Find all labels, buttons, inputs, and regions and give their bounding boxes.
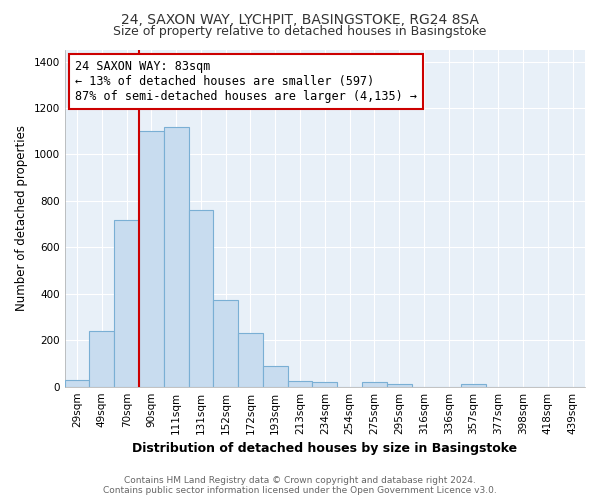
- Bar: [362, 382, 387, 386]
- Bar: [287, 381, 313, 386]
- Bar: [114, 220, 139, 386]
- Bar: [313, 382, 337, 386]
- X-axis label: Distribution of detached houses by size in Basingstoke: Distribution of detached houses by size …: [132, 442, 517, 455]
- Bar: [164, 126, 188, 386]
- Bar: [214, 300, 238, 386]
- Text: Size of property relative to detached houses in Basingstoke: Size of property relative to detached ho…: [113, 25, 487, 38]
- Bar: [65, 380, 89, 386]
- Bar: [238, 334, 263, 386]
- Y-axis label: Number of detached properties: Number of detached properties: [15, 126, 28, 312]
- Bar: [139, 132, 164, 386]
- Bar: [188, 210, 214, 386]
- Text: 24, SAXON WAY, LYCHPIT, BASINGSTOKE, RG24 8SA: 24, SAXON WAY, LYCHPIT, BASINGSTOKE, RG2…: [121, 12, 479, 26]
- Bar: [89, 331, 114, 386]
- Text: 24 SAXON WAY: 83sqm
← 13% of detached houses are smaller (597)
87% of semi-detac: 24 SAXON WAY: 83sqm ← 13% of detached ho…: [75, 60, 417, 103]
- Bar: [461, 384, 486, 386]
- Bar: [387, 384, 412, 386]
- Text: Contains HM Land Registry data © Crown copyright and database right 2024.
Contai: Contains HM Land Registry data © Crown c…: [103, 476, 497, 495]
- Bar: [263, 366, 287, 386]
